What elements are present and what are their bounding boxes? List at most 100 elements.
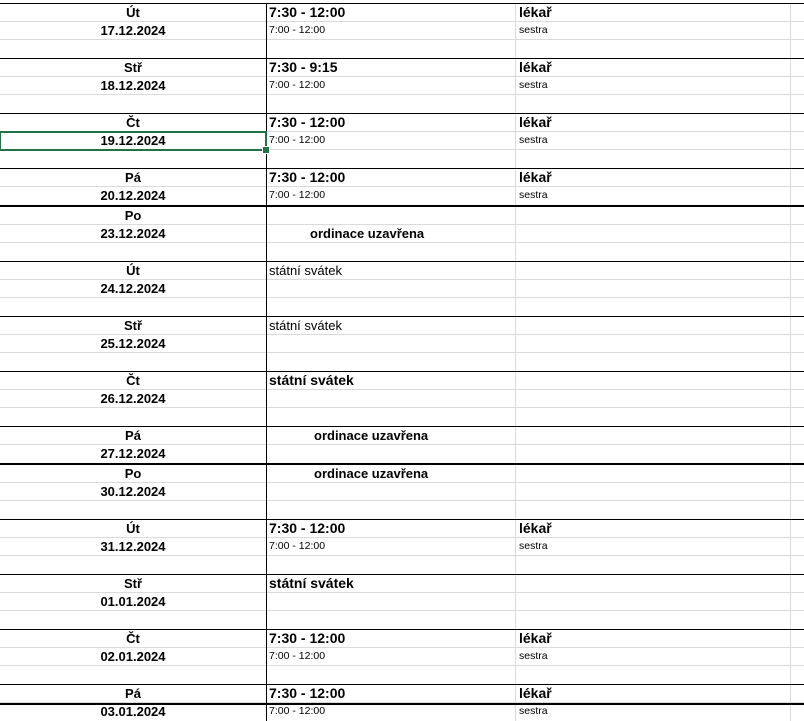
cell-empty[interactable] xyxy=(790,538,804,556)
cell-day[interactable] xyxy=(0,243,266,261)
cell-day[interactable]: Út xyxy=(126,5,140,20)
cell-day[interactable]: Pá xyxy=(125,428,141,443)
cell-hours[interactable] xyxy=(266,335,515,353)
cell-empty[interactable] xyxy=(790,556,804,574)
cell-staff[interactable] xyxy=(515,243,790,261)
cell-day[interactable]: 17.12.2024 xyxy=(100,23,166,38)
cell-hours[interactable]: 7:30 - 12:00 xyxy=(266,520,515,538)
cell-hours[interactable]: 7:00 - 12:00 xyxy=(266,538,515,556)
cell-hours[interactable]: 7:30 - 12:00 xyxy=(266,630,515,648)
cell-hours[interactable]: ordinace uzavřena xyxy=(266,225,515,243)
cell-staff[interactable] xyxy=(515,593,790,611)
cell-day[interactable]: Čt xyxy=(126,373,140,388)
cell-empty[interactable] xyxy=(790,575,804,593)
cell-staff[interactable] xyxy=(515,501,790,519)
cell-hours[interactable]: 7:30 - 12:00 xyxy=(266,685,515,703)
cell-staff[interactable] xyxy=(515,317,790,335)
cell-empty[interactable] xyxy=(790,465,804,483)
cell-day[interactable]: Čt xyxy=(126,115,140,130)
cell-empty[interactable] xyxy=(790,225,804,243)
cell-hours[interactable] xyxy=(266,40,515,58)
cell-staff[interactable] xyxy=(515,483,790,501)
cell-day[interactable] xyxy=(0,298,266,316)
cell-staff[interactable]: lékař xyxy=(515,4,790,22)
cell-day[interactable]: 20.12.2024 xyxy=(100,188,166,203)
cell-staff[interactable] xyxy=(515,40,790,58)
cell-staff[interactable]: sestra xyxy=(515,187,790,205)
cell-day[interactable]: 19.12.2024 xyxy=(0,131,270,154)
cell-empty[interactable] xyxy=(790,593,804,611)
cell-staff[interactable] xyxy=(515,335,790,353)
cell-hours[interactable] xyxy=(266,445,515,463)
cell-hours[interactable]: 7:00 - 12:00 xyxy=(266,648,515,666)
cell-empty[interactable] xyxy=(790,390,804,408)
cell-hours[interactable]: státní svátek xyxy=(266,372,515,390)
cell-day[interactable]: 26.12.2024 xyxy=(100,391,166,406)
cell-empty[interactable] xyxy=(790,169,804,187)
cell-empty[interactable] xyxy=(790,483,804,501)
cell-day[interactable] xyxy=(0,353,266,371)
cell-empty[interactable] xyxy=(790,630,804,648)
cell-empty[interactable] xyxy=(790,243,804,261)
cell-staff[interactable] xyxy=(515,353,790,371)
cell-hours[interactable] xyxy=(266,483,515,501)
cell-staff[interactable] xyxy=(515,225,790,243)
cell-staff[interactable] xyxy=(515,465,790,483)
cell-hours[interactable]: 7:00 - 12:00 xyxy=(266,187,515,205)
cell-staff[interactable]: lékař xyxy=(515,630,790,648)
cell-staff[interactable]: sestra xyxy=(515,703,790,721)
cell-staff[interactable]: sestra xyxy=(515,538,790,556)
cell-staff[interactable]: lékař xyxy=(515,59,790,77)
cell-day[interactable]: Po xyxy=(124,208,142,223)
cell-staff[interactable]: sestra xyxy=(515,22,790,40)
cell-empty[interactable] xyxy=(790,408,804,426)
cell-empty[interactable] xyxy=(790,22,804,40)
cell-hours[interactable]: ordinace uzavřena xyxy=(266,427,515,445)
cell-staff[interactable]: sestra xyxy=(515,132,790,150)
cell-empty[interactable] xyxy=(790,520,804,538)
cell-staff[interactable] xyxy=(515,298,790,316)
cell-hours[interactable]: 7:00 - 12:00 xyxy=(266,77,515,95)
cell-staff[interactable] xyxy=(515,575,790,593)
cell-hours[interactable]: 7:30 - 12:00 xyxy=(266,4,515,22)
cell-day[interactable] xyxy=(0,666,266,684)
cell-empty[interactable] xyxy=(790,298,804,316)
cell-day[interactable]: Pá xyxy=(125,686,141,701)
cell-empty[interactable] xyxy=(790,648,804,666)
cell-staff[interactable]: sestra xyxy=(515,77,790,95)
cell-staff[interactable] xyxy=(515,666,790,684)
cell-day[interactable] xyxy=(0,408,266,426)
cell-day[interactable]: Stř xyxy=(123,576,143,591)
cell-empty[interactable] xyxy=(790,187,804,205)
cell-staff[interactable] xyxy=(515,150,790,168)
cell-day[interactable]: 23.12.2024 xyxy=(100,226,166,241)
cell-staff[interactable]: lékař xyxy=(515,520,790,538)
cell-staff[interactable] xyxy=(515,262,790,280)
cell-empty[interactable] xyxy=(790,207,804,225)
cell-hours[interactable] xyxy=(266,353,515,371)
cell-day[interactable] xyxy=(0,40,266,58)
cell-empty[interactable] xyxy=(790,353,804,371)
cell-empty[interactable] xyxy=(790,372,804,390)
cell-staff[interactable] xyxy=(515,556,790,574)
cell-hours[interactable] xyxy=(266,666,515,684)
cell-day[interactable]: Út xyxy=(126,263,140,278)
cell-empty[interactable] xyxy=(790,132,804,150)
cell-empty[interactable] xyxy=(790,40,804,58)
cell-hours[interactable] xyxy=(266,95,515,113)
cell-day[interactable]: Stř xyxy=(123,318,143,333)
fill-handle[interactable] xyxy=(262,146,270,154)
cell-empty[interactable] xyxy=(790,114,804,132)
cell-day[interactable] xyxy=(0,556,266,574)
cell-hours[interactable]: státní svátek xyxy=(266,262,515,280)
cell-hours[interactable] xyxy=(266,593,515,611)
cell-hours[interactable]: ordinace uzavřena xyxy=(266,465,515,483)
cell-empty[interactable] xyxy=(790,150,804,168)
cell-empty[interactable] xyxy=(790,501,804,519)
cell-empty[interactable] xyxy=(790,666,804,684)
cell-staff[interactable]: lékař xyxy=(515,685,790,703)
cell-hours[interactable] xyxy=(266,390,515,408)
cell-hours[interactable] xyxy=(266,280,515,298)
cell-day[interactable]: 02.01.2024 xyxy=(100,649,166,664)
cell-staff[interactable] xyxy=(515,408,790,426)
